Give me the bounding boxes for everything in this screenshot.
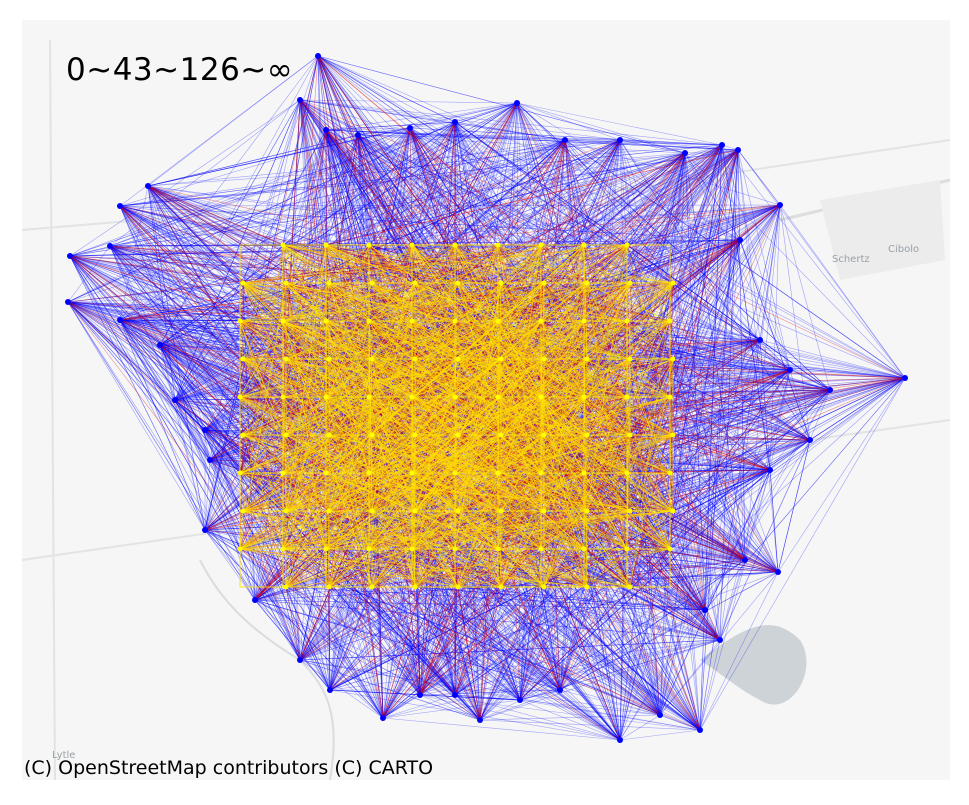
place-label-schertz: Schertz xyxy=(832,254,870,265)
place-label-cibolo: Cibolo xyxy=(888,244,919,255)
